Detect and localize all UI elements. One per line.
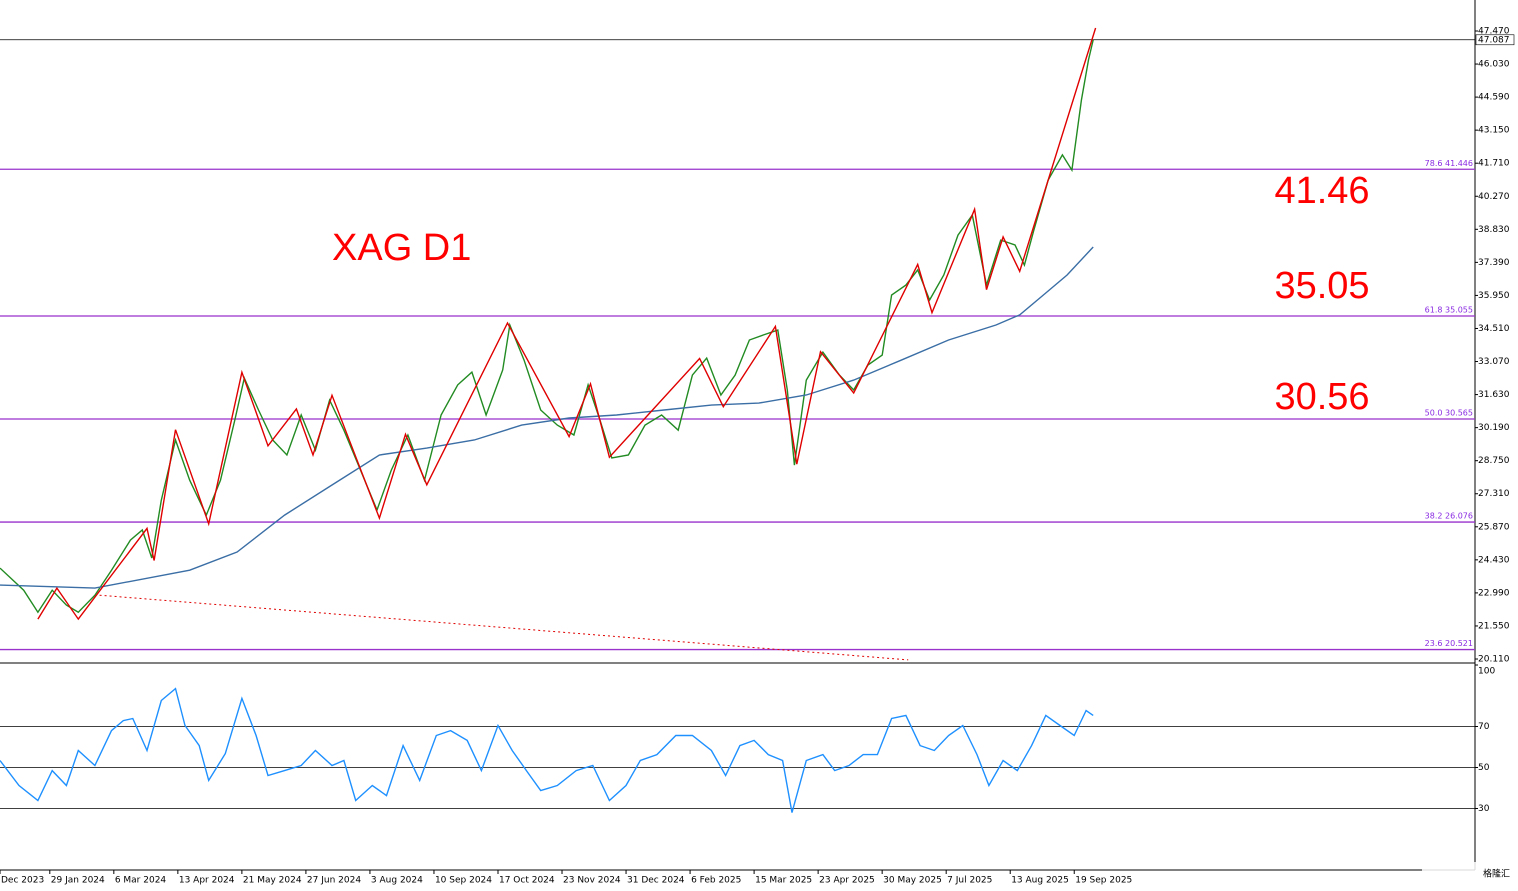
x-tick-label: 19 Sep 2025 bbox=[1075, 876, 1132, 886]
y-tick-label: 38.830 bbox=[1478, 225, 1510, 235]
y-tick-label: 43.150 bbox=[1478, 126, 1510, 136]
x-tick-label: 6 Feb 2025 bbox=[691, 876, 741, 886]
x-tick-label: 10 Sep 2024 bbox=[435, 876, 492, 886]
x-tick-label: 23 Nov 2024 bbox=[563, 876, 621, 886]
fib-level-label: 50.0 30.565 bbox=[1425, 409, 1473, 418]
x-tick-label: 3 Aug 2024 bbox=[371, 876, 423, 886]
series-line bbox=[0, 246, 1094, 589]
x-tick-label: 30 May 2025 bbox=[883, 876, 942, 886]
y-tick-label: 22.990 bbox=[1478, 588, 1510, 598]
y-tick-label: 25.870 bbox=[1478, 522, 1510, 532]
y-tick-label: 100 bbox=[1478, 667, 1495, 677]
y-tick-label: 47.470 bbox=[1478, 26, 1510, 36]
series-line bbox=[0, 39, 1094, 614]
level-annotation: 35.05 bbox=[1274, 265, 1369, 307]
x-tick-label: 17 Oct 2024 bbox=[499, 876, 555, 886]
y-tick-label: 37.390 bbox=[1478, 258, 1510, 268]
y-tick-label: 40.270 bbox=[1478, 192, 1510, 202]
y-tick-label: 31.630 bbox=[1478, 390, 1510, 400]
series-line bbox=[37, 27, 1097, 621]
y-tick-label: 20.110 bbox=[1478, 655, 1510, 665]
x-tick-label: 21 May 2024 bbox=[243, 876, 302, 886]
current-price-label: 47.087 bbox=[1478, 35, 1510, 45]
x-tick-label: 29 Jan 2024 bbox=[51, 876, 105, 886]
fib-level-label: 78.6 41.446 bbox=[1425, 159, 1473, 168]
y-tick-label: 24.430 bbox=[1478, 555, 1510, 565]
series-line bbox=[99, 594, 909, 661]
fib-level-label: 23.6 20.521 bbox=[1425, 639, 1473, 648]
chart-title: XAG D1 bbox=[332, 227, 471, 269]
watermark-box bbox=[1422, 862, 1514, 886]
x-tick-label: 31 Dec 2024 bbox=[627, 876, 685, 886]
x-tick-label: 13 Apr 2024 bbox=[179, 876, 235, 886]
y-tick-label: 34.510 bbox=[1478, 324, 1510, 334]
x-tick-label: 13 Aug 2025 bbox=[1011, 876, 1069, 886]
fib-level-label: 61.8 35.055 bbox=[1425, 305, 1473, 314]
current-price-box bbox=[1475, 34, 1515, 46]
level-annotation: 41.46 bbox=[1274, 170, 1369, 212]
y-tick-label: 44.590 bbox=[1478, 93, 1510, 103]
y-tick-label: 30.190 bbox=[1478, 423, 1510, 433]
y-tick-label: 35.950 bbox=[1478, 291, 1510, 301]
series-line bbox=[0, 687, 1094, 813]
y-tick-label: 33.070 bbox=[1478, 357, 1510, 367]
x-tick-label: Dec 2023 bbox=[1, 876, 44, 886]
y-tick-label: 30 bbox=[1478, 804, 1490, 814]
level-annotation: 30.56 bbox=[1274, 376, 1369, 418]
x-tick-label: 15 Mar 2025 bbox=[755, 876, 812, 886]
x-tick-label: 6 Mar 2024 bbox=[115, 876, 167, 886]
x-tick-label: 23 Apr 2025 bbox=[819, 876, 875, 886]
y-tick-label: 21.550 bbox=[1478, 621, 1510, 631]
fib-level-label: 38.2 26.076 bbox=[1425, 512, 1473, 521]
y-tick-label: 46.030 bbox=[1478, 60, 1510, 70]
x-tick-label: 7 Jul 2025 bbox=[947, 876, 992, 886]
y-tick-label: 41.710 bbox=[1478, 159, 1510, 169]
x-tick-label: 27 Jun 2024 bbox=[307, 876, 361, 886]
y-tick-label: 28.750 bbox=[1478, 456, 1510, 466]
y-tick-label: 70 bbox=[1478, 722, 1490, 732]
y-tick-label: 50 bbox=[1478, 763, 1490, 773]
y-tick-label: 27.310 bbox=[1478, 489, 1510, 499]
watermark: 格隆汇 bbox=[1483, 868, 1510, 880]
